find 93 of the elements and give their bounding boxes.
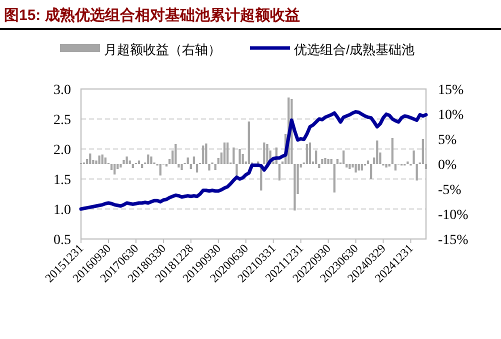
bar [220,152,223,164]
bar [92,160,94,164]
bar [110,164,113,170]
bar [300,164,302,168]
bar [114,164,116,174]
y2-tick-label: 10% [438,108,464,123]
bar [116,164,119,169]
bar [315,150,318,164]
bar [376,140,378,164]
bar [412,150,415,164]
bar [174,144,177,164]
bar [248,122,250,164]
y2-tick-label: 15% [438,83,464,98]
bar [172,150,174,164]
bar [128,160,131,164]
bar [238,149,241,164]
bar [354,164,357,172]
bar [196,164,198,172]
y2-tick-label: 5% [438,133,457,148]
bar [147,154,150,164]
bar [342,150,345,164]
bar [321,159,324,164]
legend-label: 月超额收益（右轴） [104,42,221,57]
bar [86,159,88,164]
bar [159,164,162,176]
bar [205,144,208,164]
y-tick-label: 0.5 [54,233,71,248]
bar [122,160,125,164]
bar [190,164,192,169]
bar [360,164,363,170]
y2-tick-label: 0% [438,158,457,173]
bar [308,142,312,164]
bar [178,164,180,168]
bar [126,156,128,164]
bar [336,159,339,164]
bar [120,164,122,168]
y-tick-label: 3.0 [54,83,71,98]
bar [186,158,189,164]
y-tick-label: 1.0 [54,203,71,218]
bar [214,164,216,170]
bar [296,164,299,194]
bar [324,158,326,164]
y-tick-label: 2.0 [54,143,71,158]
y2-tick-label: -15% [438,233,469,248]
bar [140,164,144,168]
bar [358,164,360,170]
bar [89,154,92,164]
bar [370,164,372,179]
bar [232,148,235,164]
bar [150,156,152,164]
y-tick-label: 2.5 [54,113,71,128]
bar [242,154,244,164]
bar [217,158,220,164]
bar [394,164,397,170]
bar [379,152,382,164]
bar [168,159,171,164]
bar [132,164,134,168]
y2-tick-label: -5% [438,183,462,198]
bar [263,142,266,164]
bar [278,164,281,180]
bar [352,164,354,168]
bar [348,164,351,169]
bar [318,164,320,168]
bar [366,160,370,164]
bar [223,142,226,164]
bar [346,164,348,168]
y2-tick-label: -10% [438,208,469,223]
bar [294,164,296,210]
bar [208,164,210,170]
bar [306,144,308,164]
bar [138,160,140,164]
bar [95,160,98,164]
bar [422,139,424,164]
bar [330,159,332,164]
bar [327,159,330,164]
bar [236,164,238,176]
bar [98,156,100,164]
bar [424,164,428,169]
bar [192,156,196,164]
bar [266,144,268,164]
bar [202,146,204,164]
bar [385,164,388,168]
chart-title: 图15: 成熟优选组合相对基础池累计超额收益 [4,6,300,24]
bar [333,164,336,192]
bar [101,154,104,164]
bar [373,158,376,164]
bar [180,164,183,170]
bar [416,164,418,180]
bar [104,158,106,164]
legend-label: 优选组合/成熟基础池 [294,42,415,57]
y-tick-label: 1.5 [54,173,71,188]
bar [391,138,394,164]
bar [226,142,229,164]
